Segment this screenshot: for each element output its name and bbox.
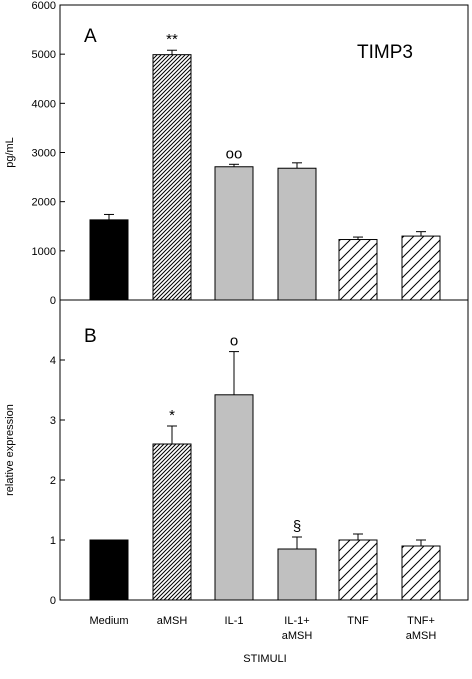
panel-b-bar bbox=[401, 545, 441, 601]
x-category-labels: Medium aMSH IL-1 IL-1+ aMSH TNF TNF+ aMSH bbox=[89, 615, 436, 642]
panel-a-bar bbox=[214, 166, 254, 301]
panel-b-y-axis-title: relative expression bbox=[4, 404, 16, 496]
panel-b-y-tick-label: 2 bbox=[50, 475, 56, 487]
panel-a-bars bbox=[89, 49, 441, 301]
panel-b-letter: B bbox=[84, 326, 97, 347]
panel-b-bars bbox=[89, 351, 441, 601]
panel-a-timp3-protein: TIMP3 pg/mL 0 1000 2000 3000 4000 5000 6000 **… bbox=[4, 0, 469, 307]
panel-a-y-tick-label: 1000 bbox=[32, 246, 56, 258]
panel-b-y-tick-label: 1 bbox=[50, 535, 56, 547]
panel-a-chart-title: TIMP3 bbox=[357, 42, 413, 63]
panel-b-frame bbox=[59, 299, 469, 601]
panel-a-y-tick-label: 6000 bbox=[32, 0, 56, 12]
panel-b-significance-mark: § bbox=[293, 518, 301, 535]
panel-b-bar bbox=[89, 539, 129, 601]
panel-b-significance-mark: o bbox=[230, 333, 238, 350]
panel-b-y-ticks: 0 1 2 3 4 bbox=[50, 355, 65, 607]
x-category-label: TNF bbox=[347, 615, 369, 627]
panel-a-y-tick-label: 4000 bbox=[32, 98, 56, 110]
panel-b-bar bbox=[152, 443, 192, 601]
x-category-label: TNF+ aMSH bbox=[406, 615, 437, 642]
panel-b-y-tick-label: 0 bbox=[50, 595, 56, 607]
panel-a-y-axis-title: pg/mL bbox=[4, 137, 16, 168]
x-category-label: aMSH bbox=[157, 615, 188, 627]
panel-a-bar bbox=[338, 239, 378, 301]
panel-a-bar bbox=[401, 235, 441, 301]
panel-b-bar bbox=[338, 539, 378, 601]
panel-b-significance-marks: * o § B bbox=[84, 326, 301, 535]
panel-b-y-tick-label: 4 bbox=[50, 355, 56, 367]
panel-a-bar bbox=[152, 54, 192, 301]
panel-b-y-tick-label: 3 bbox=[50, 415, 56, 427]
panel-a-significance-mark: oo bbox=[226, 145, 243, 162]
panel-a-bar bbox=[277, 167, 317, 301]
panel-a-significance-marks: ** oo A bbox=[84, 26, 242, 162]
panel-a-letter: A bbox=[84, 26, 97, 47]
x-category-label: IL-1+ aMSH bbox=[282, 615, 313, 642]
panel-b-relative-expression: relative expression 0 1 2 3 4 * o § B bbox=[4, 299, 469, 607]
panel-a-significance-mark: ** bbox=[166, 31, 178, 48]
panel-a-y-ticks: 0 1000 2000 3000 4000 5000 6000 bbox=[32, 0, 65, 307]
panel-a-y-tick-label: 3000 bbox=[32, 148, 56, 160]
panel-a-y-tick-label: 2000 bbox=[32, 197, 56, 209]
panel-b-bar bbox=[214, 394, 254, 601]
panel-b-significance-mark: * bbox=[169, 407, 175, 424]
x-axis-title: STIMULI bbox=[243, 653, 286, 665]
panel-a-y-tick-label: 0 bbox=[50, 295, 56, 307]
panel-a-bar bbox=[89, 219, 129, 301]
panel-b-bar bbox=[277, 548, 317, 601]
x-category-label: IL-1 bbox=[225, 615, 244, 627]
x-category-label: Medium bbox=[89, 615, 128, 627]
panel-a-y-tick-label: 5000 bbox=[32, 49, 56, 61]
